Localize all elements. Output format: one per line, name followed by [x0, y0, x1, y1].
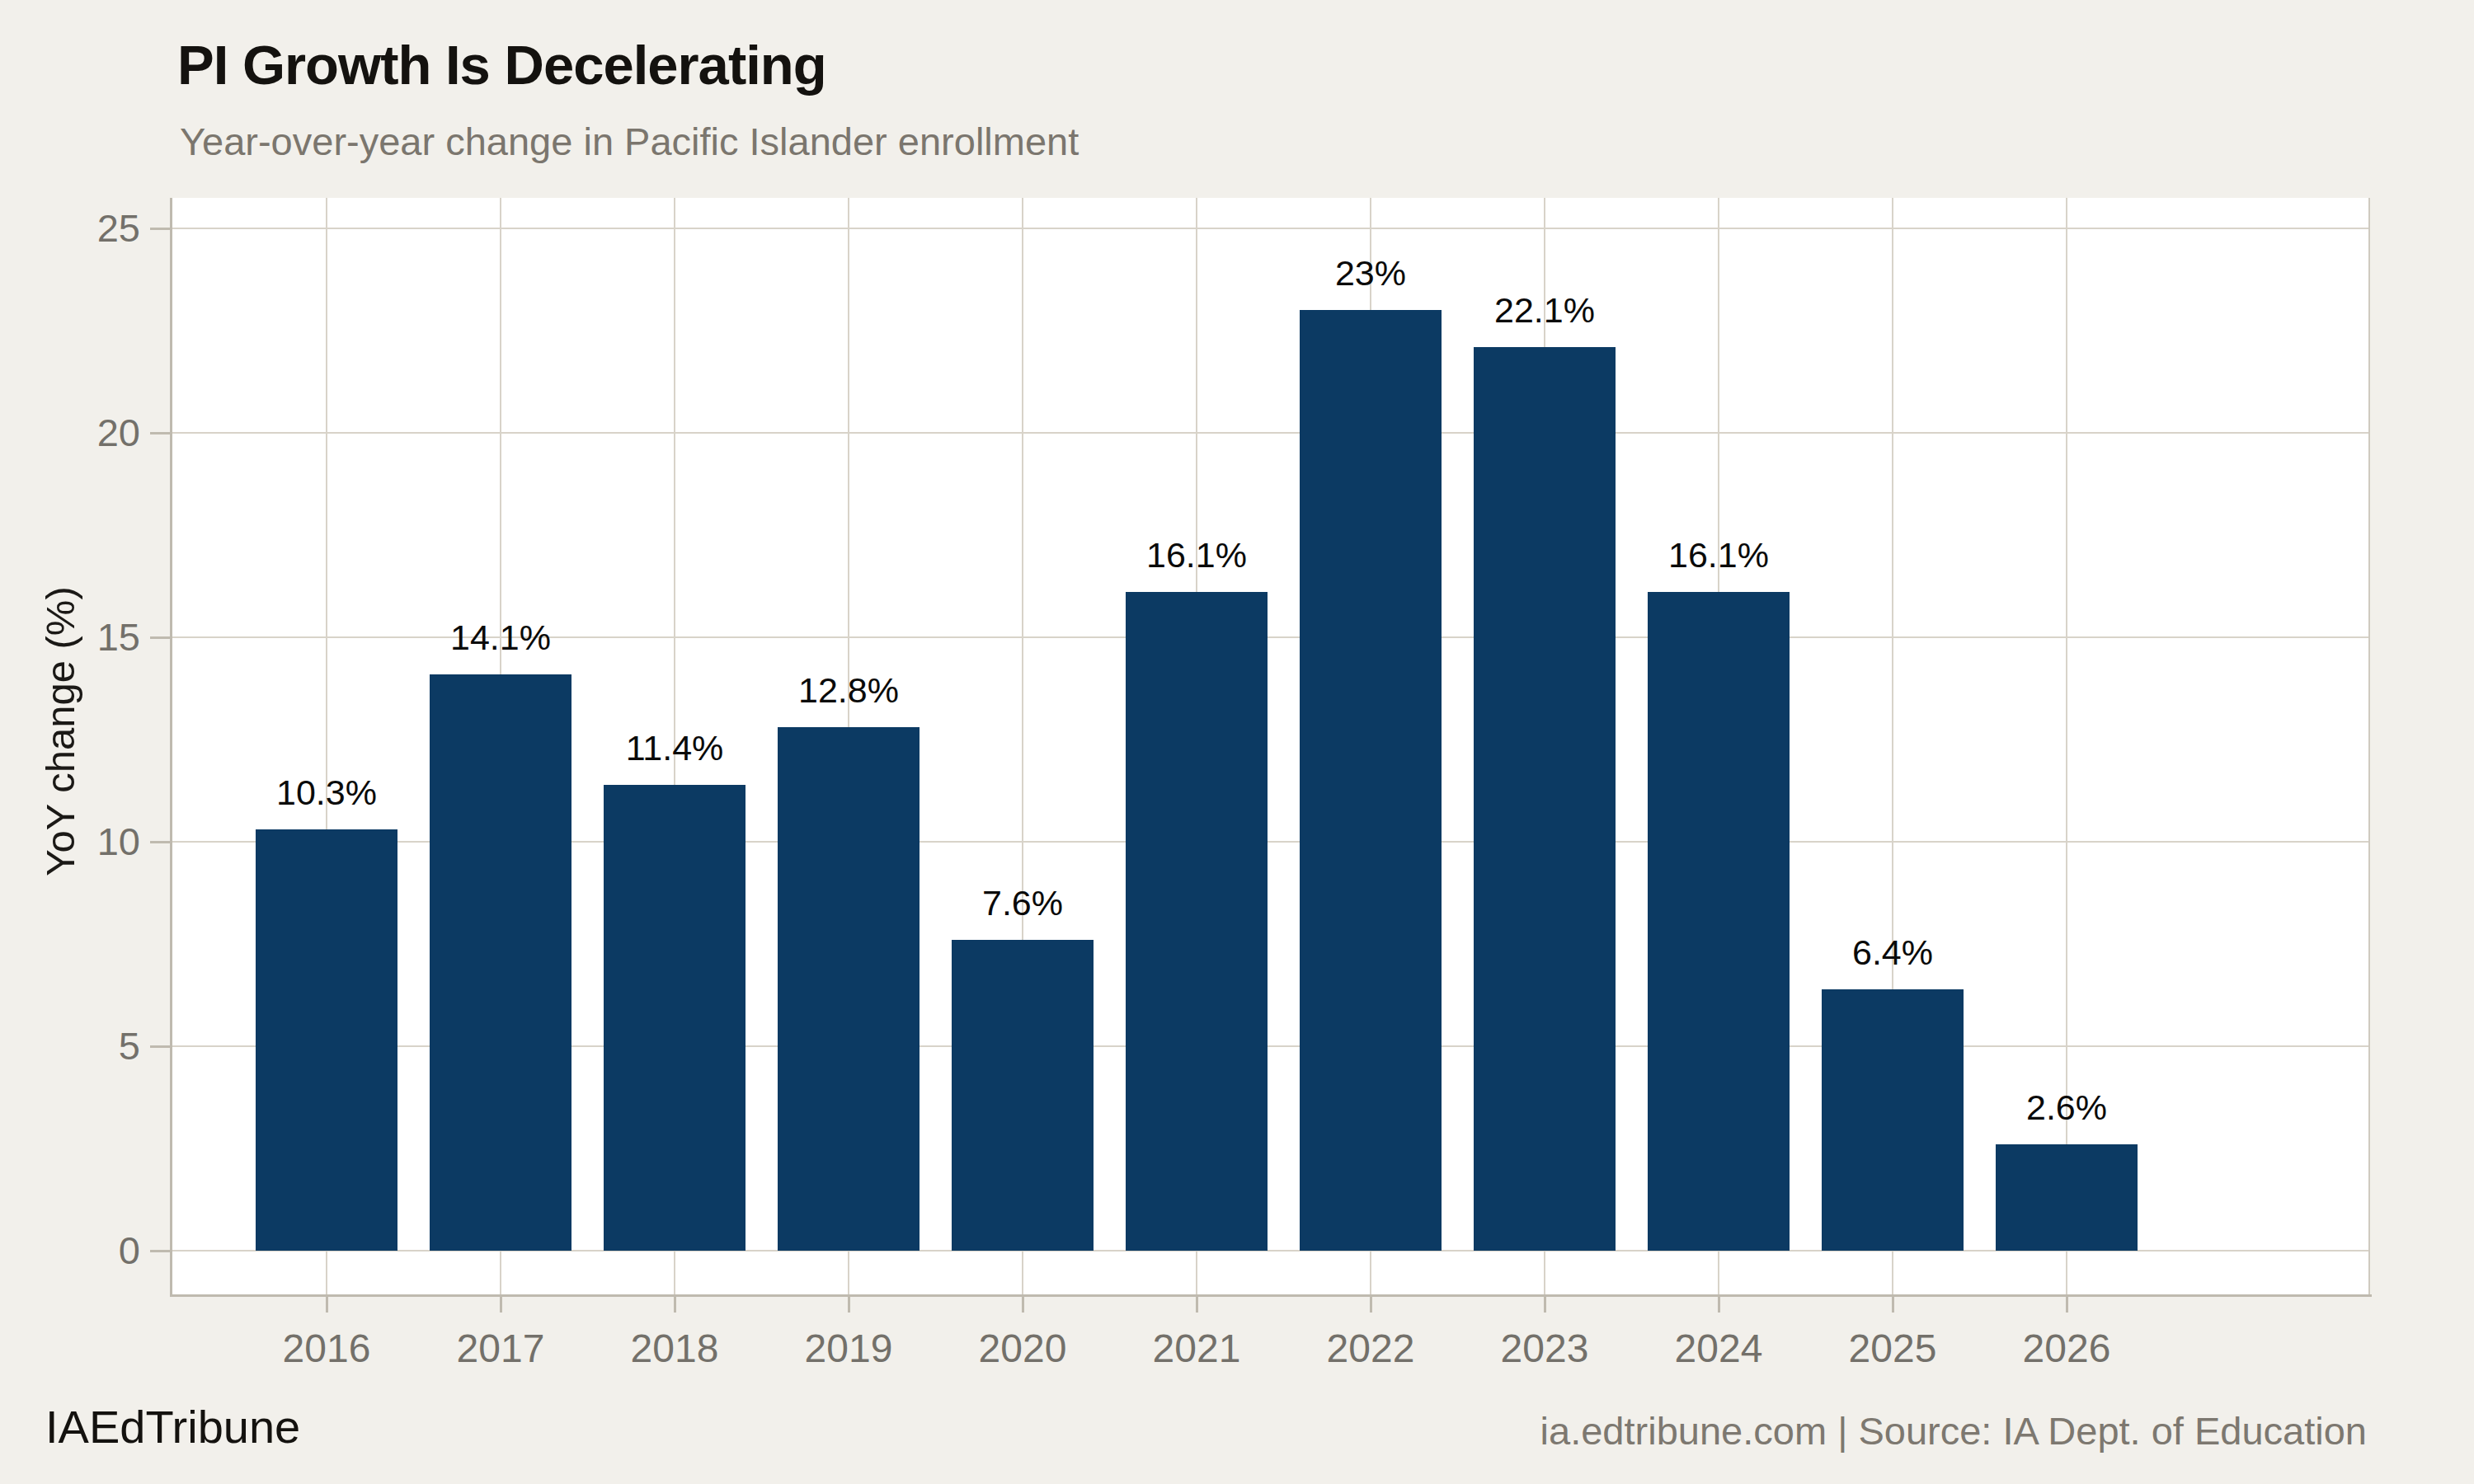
footer-source: ia.edtribune.com | Source: IA Dept. of E…: [1540, 1408, 2367, 1453]
bar-2023: [1474, 347, 1616, 1251]
bar-value-label-2017: 14.1%: [377, 617, 624, 658]
bar-2024: [1648, 592, 1790, 1251]
bar-value-label-2025: 6.4%: [1769, 932, 2016, 973]
y-tick-25: [150, 228, 172, 230]
bar-2020: [952, 940, 1094, 1251]
chart-title: PI Growth Is Decelerating: [177, 33, 826, 96]
bar-value-label-2026: 2.6%: [1943, 1087, 2190, 1128]
bar-value-label-2021: 16.1%: [1073, 534, 1320, 575]
chart-subtitle: Year-over-year change in Pacific Islande…: [180, 119, 1079, 164]
y-axis-label: YoY change (%): [37, 360, 88, 1102]
y-tick-label-15: 15: [33, 618, 140, 656]
footer-brand: IAEdTribune: [45, 1400, 300, 1453]
x-tick-label-2016: 2016: [236, 1326, 417, 1371]
y-tick-label-10: 10: [33, 822, 140, 861]
bar-2019: [778, 727, 920, 1251]
x-tick-2022: [1370, 1296, 1372, 1313]
x-tick-2026: [2066, 1296, 2068, 1313]
y-tick-5: [150, 1045, 172, 1048]
y-tick-label-20: 20: [33, 413, 140, 452]
x-tick-label-2026: 2026: [1976, 1326, 2157, 1371]
x-tick-2024: [1718, 1296, 1720, 1313]
bar-2018: [604, 785, 745, 1251]
x-tick-label-2017: 2017: [410, 1326, 591, 1371]
gridline-v-2026: [2066, 198, 2067, 1296]
y-axis-spine: [170, 198, 172, 1296]
x-tick-label-2018: 2018: [584, 1326, 765, 1371]
x-tick-2018: [674, 1296, 676, 1313]
bar-value-label-2018: 11.4%: [551, 727, 798, 768]
x-tick-2019: [848, 1296, 850, 1313]
bar-2021: [1126, 592, 1268, 1251]
bar-2016: [256, 829, 397, 1251]
bar-value-label-2023: 22.1%: [1421, 289, 1668, 331]
x-tick-2016: [326, 1296, 328, 1313]
y-tick-0: [150, 1250, 172, 1252]
bar-value-label-2022: 23%: [1247, 252, 1494, 294]
x-tick-label-2024: 2024: [1628, 1326, 1809, 1371]
y-tick-15: [150, 636, 172, 639]
x-tick-2023: [1544, 1296, 1546, 1313]
x-tick-2020: [1022, 1296, 1024, 1313]
bar-value-label-2024: 16.1%: [1595, 534, 1842, 575]
x-tick-2017: [500, 1296, 502, 1313]
y-tick-20: [150, 432, 172, 434]
bar-2026: [1996, 1144, 2138, 1251]
x-tick-2021: [1196, 1296, 1198, 1313]
y-tick-label-25: 25: [33, 209, 140, 247]
y-tick-label-5: 5: [33, 1026, 140, 1065]
bar-value-label-2016: 10.3%: [203, 772, 450, 813]
x-tick-label-2023: 2023: [1454, 1326, 1635, 1371]
bar-2022: [1300, 310, 1442, 1251]
x-tick-2025: [1892, 1296, 1894, 1313]
bar-value-label-2020: 7.6%: [899, 882, 1146, 923]
x-tick-label-2025: 2025: [1802, 1326, 1983, 1371]
x-tick-label-2021: 2021: [1106, 1326, 1287, 1371]
x-tick-label-2022: 2022: [1280, 1326, 1461, 1371]
y-tick-10: [150, 841, 172, 843]
right-spine: [2368, 198, 2370, 1296]
bar-value-label-2019: 12.8%: [725, 669, 972, 711]
x-tick-label-2020: 2020: [932, 1326, 1113, 1371]
x-tick-label-2019: 2019: [758, 1326, 939, 1371]
y-tick-label-0: 0: [33, 1231, 140, 1270]
